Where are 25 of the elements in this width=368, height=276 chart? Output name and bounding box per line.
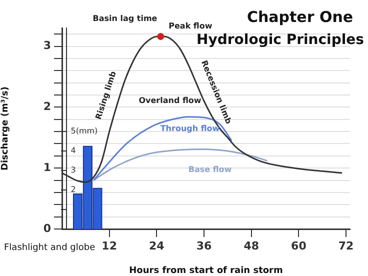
x-tick-label: 60 <box>291 239 307 252</box>
annotation: Overland flow <box>138 96 202 105</box>
y-axis-title: Discharge (m³/s) <box>0 86 11 171</box>
y-tick-label: 0 <box>43 222 52 235</box>
y2-tick-label: 4 <box>70 146 76 156</box>
text: Basin lag time <box>92 14 158 23</box>
x-tick-label: 72 <box>338 239 354 252</box>
x-axis-title: Hours from start of rain storm <box>129 266 283 276</box>
line-series <box>92 148 268 182</box>
annotation: Peak flow <box>168 22 213 31</box>
annotation: Through flow <box>160 124 220 133</box>
y2-tick-label: 2 <box>70 185 76 194</box>
y2-tick-label: 3 <box>70 166 76 175</box>
x-tick-label: 12 <box>102 239 117 252</box>
chart-title: Chapter One <box>246 8 354 26</box>
annotation: Base flow <box>188 165 232 174</box>
x-tick-label: 36 <box>196 239 212 252</box>
y-tick-label: 3 <box>43 39 51 52</box>
y-tick-label: 2 <box>43 100 51 114</box>
y-tick-label: 1 <box>43 160 51 174</box>
x-tick-label: 48 <box>244 239 260 252</box>
y2-tick-label: 5(mm) <box>70 126 98 136</box>
x-tick-label: 24 <box>149 239 165 252</box>
chart-subtitle: Hydrologic Principles <box>196 32 364 48</box>
text: Flashlight and globe <box>4 243 96 253</box>
